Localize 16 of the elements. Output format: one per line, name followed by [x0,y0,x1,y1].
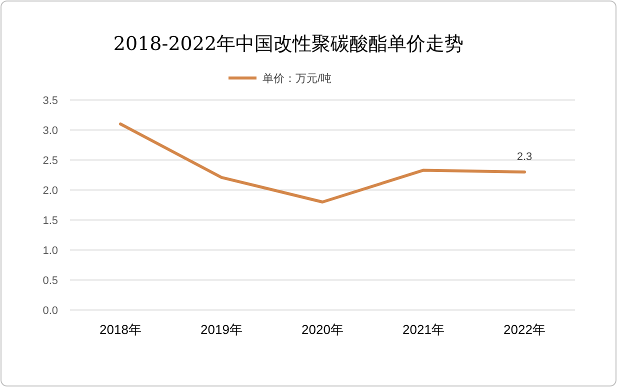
y-tick-label: 1.5 [42,215,58,227]
y-tick-label: 3.0 [42,125,58,137]
data-label: 2.3 [516,151,532,163]
chart-title: 2018-2022年中国改性聚碳酸酯单价走势 [113,33,464,55]
x-tick-label: 2020年 [302,322,344,337]
x-tick-label: 2022年 [504,322,546,337]
legend-label: 单价：万元/吨 [262,72,332,85]
y-tick-label: 2.0 [42,185,58,197]
y-tick-label: 2.5 [42,155,58,167]
y-tick-label: 0.5 [42,275,58,287]
x-tick-label: 2018年 [100,322,142,337]
x-tick-label: 2019年 [200,322,242,337]
y-tick-label: 1.0 [42,245,58,257]
x-tick-label: 2021年 [402,322,444,337]
y-tick-label: 3.5 [42,95,58,107]
y-tick-label: 0.0 [42,305,58,317]
